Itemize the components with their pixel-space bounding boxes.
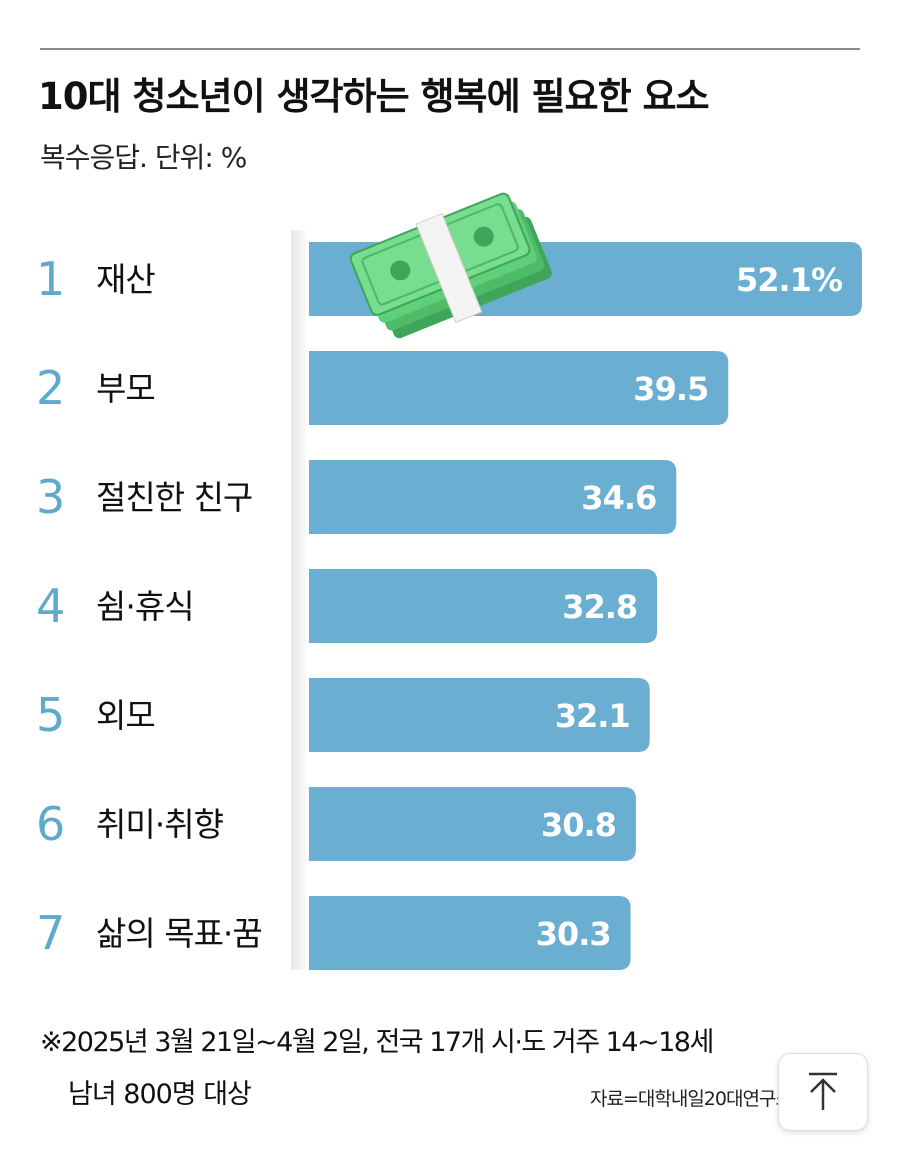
bar-4 [309, 569, 658, 643]
scroll-top-button[interactable] [778, 1053, 868, 1131]
value-label-1: 52.1% [736, 261, 843, 299]
rank-label-5: 5 [36, 688, 65, 742]
top-divider [40, 48, 860, 50]
category-label-4: 쉼·휴식 [96, 587, 194, 626]
bar-3 [309, 460, 677, 534]
money-stack-icon [349, 192, 552, 339]
value-label-7: 30.3 [536, 915, 611, 953]
category-label-1: 재산 [96, 260, 155, 299]
rank-label-2: 2 [36, 361, 65, 415]
rank-label-3: 3 [36, 470, 65, 524]
rank-label-1: 1 [36, 252, 65, 306]
chart-title: 10대 청소년이 생각하는 행복에 필요한 요소 [38, 75, 710, 118]
value-label-3: 34.6 [581, 479, 656, 517]
category-label-2: 부모 [96, 369, 155, 408]
category-label-7: 삶의 목표·꿈 [96, 914, 262, 953]
category-label-5: 외모 [96, 696, 155, 735]
value-label-6: 30.8 [541, 806, 616, 844]
data-source: 자료=대학내일20대연구소 [590, 1088, 780, 1110]
survey-footnote-line2: 남녀 800명 대상 [68, 1079, 252, 1110]
value-label-5: 32.1 [555, 697, 630, 735]
bar-chart: 1 재산 52.1% 2 부모 39.5 3 절친한 친구 34.6 4 쉼·휴식 32.8 5 외모 32… [36, 192, 862, 970]
rank-label-6: 6 [36, 797, 65, 851]
value-label-2: 39.5 [633, 370, 708, 408]
bar-7 [309, 896, 631, 970]
rank-label-4: 4 [36, 579, 65, 633]
value-label-4: 32.8 [562, 588, 637, 626]
bar-6 [309, 787, 636, 861]
rank-label-7: 7 [36, 906, 65, 960]
axis-shadow [291, 230, 309, 970]
chart-subtitle: 복수응답. 단위: % [40, 141, 247, 174]
arrow-up-icon [809, 1072, 837, 1110]
category-label-3: 절친한 친구 [96, 478, 252, 517]
bar-2 [309, 351, 729, 425]
bar-5 [309, 678, 650, 752]
survey-footnote: ※2025년 3월 21일~4월 2일, 전국 17개 시·도 거주 14~18… [40, 1027, 714, 1058]
category-label-6: 취미·취향 [96, 805, 224, 844]
